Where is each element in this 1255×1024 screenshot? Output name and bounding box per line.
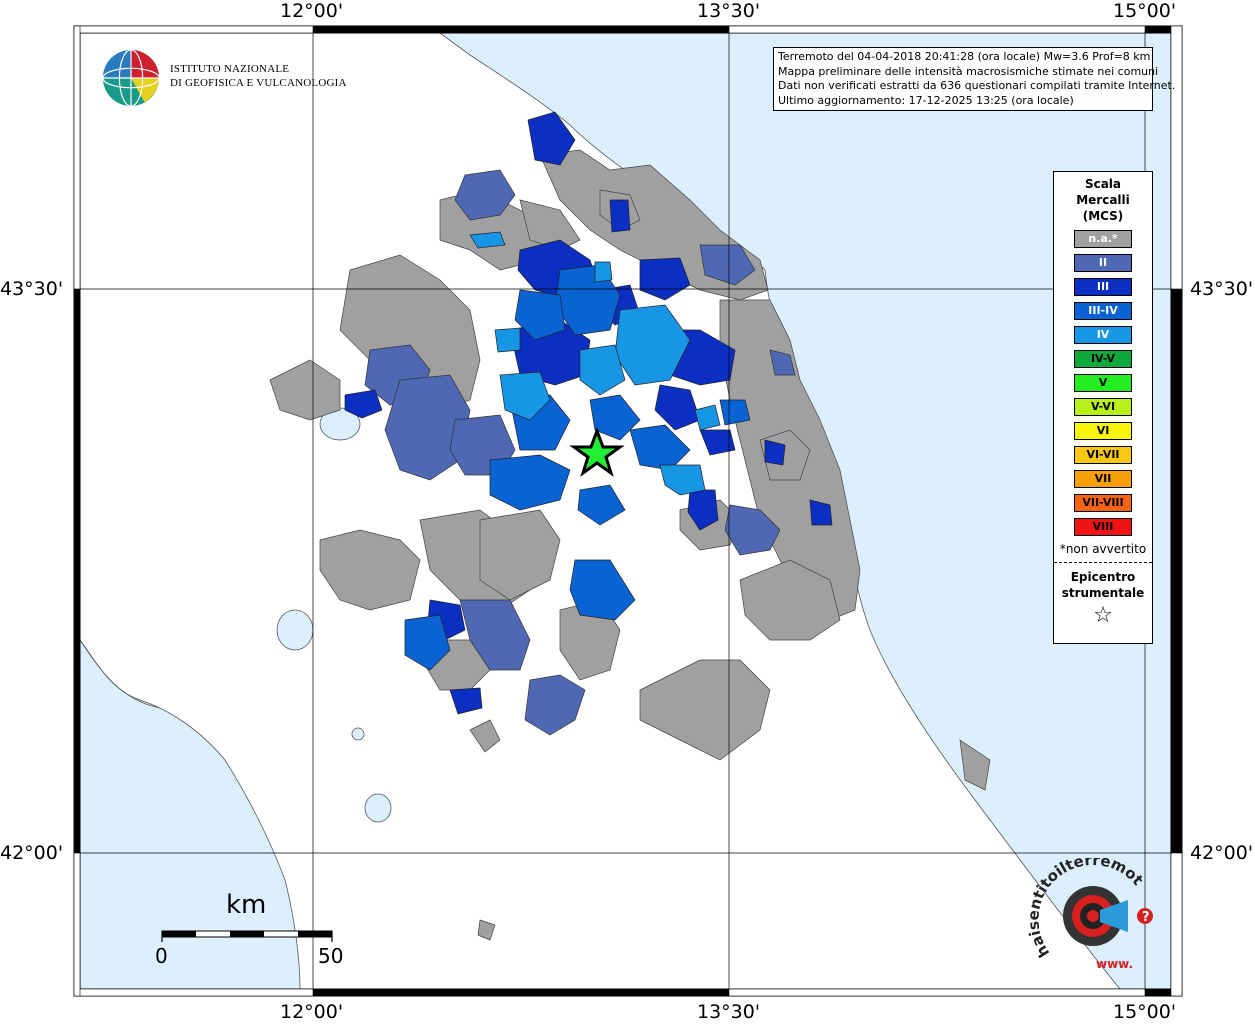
lake-bracciano bbox=[364, 793, 392, 823]
ingv-name-line1: ISTITUTO NAZIONALE bbox=[170, 63, 290, 75]
legend-item-iv: IV bbox=[1074, 326, 1132, 344]
legend-epicenter-label: Epicentro strumentale bbox=[1054, 569, 1152, 601]
legend-item-iii-iv: III-IV bbox=[1074, 302, 1132, 320]
lake-small bbox=[351, 727, 365, 741]
legend-item-v-vi: V-VI bbox=[1074, 398, 1132, 416]
municipalities-II bbox=[364, 169, 796, 736]
legend-title-line2: Mercalli bbox=[1076, 193, 1130, 207]
legend-item-v: V bbox=[1074, 374, 1132, 392]
epicenter-star-icon bbox=[569, 426, 625, 477]
legend-note: *non avvertito bbox=[1059, 542, 1147, 556]
ingv-logo bbox=[102, 49, 160, 107]
lat-label-right-1: 43°30' bbox=[1190, 278, 1254, 300]
legend-item-vi: VI bbox=[1074, 422, 1132, 440]
lon-label-bottom-3: 15°00' bbox=[1113, 1001, 1177, 1023]
legend-item-iv-v: IV-V bbox=[1074, 350, 1132, 368]
lon-label-top-3: 15°00' bbox=[1113, 0, 1177, 22]
legend-epicenter-line2: strumentale bbox=[1061, 586, 1145, 600]
legend-title: Scala Mercalli (MCS) bbox=[1054, 176, 1152, 224]
coastline bbox=[80, 639, 161, 709]
lon-label-bottom-2: 13°30' bbox=[697, 1001, 761, 1023]
lake-bolsena bbox=[276, 609, 314, 651]
legend-item-vi-vii: VI-VII bbox=[1074, 446, 1132, 464]
scale-max: 50 bbox=[318, 944, 344, 968]
legend-items: n.a.* II III III-IV IV IV-V V V-VI VI VI-VII VII VI… bbox=[1054, 230, 1152, 536]
legend-item-ii: II bbox=[1074, 254, 1132, 272]
scale-unit: km bbox=[226, 890, 267, 920]
legend-title-line1: Scala bbox=[1084, 177, 1122, 191]
ingv-name: ISTITUTO NAZIONALE DI GEOFISICA E VULCAN… bbox=[170, 62, 347, 90]
legend-epicenter-line1: Epicentro bbox=[1070, 570, 1136, 584]
haisentito-logo-prefix: www. bbox=[1096, 957, 1133, 971]
legend-item-vii-viii: VII-VIII bbox=[1074, 494, 1132, 512]
event-info-line1: Terremoto del 04-04-2018 20:41:28 (ora l… bbox=[778, 50, 1151, 63]
event-info-line2: Mappa preliminare delle intensità macros… bbox=[778, 64, 1159, 78]
legend-item-viii: VIII bbox=[1074, 518, 1132, 536]
legend-epicenter-star-icon: ☆ bbox=[1093, 603, 1113, 628]
municipalities-IV bbox=[469, 231, 721, 496]
map-frame bbox=[73, 25, 1183, 997]
scale-min: 0 bbox=[155, 944, 168, 968]
event-info-line4: Ultimo aggiornamento: 17-12-2025 13:25 (… bbox=[778, 93, 1074, 107]
lat-label-left-2: 42°00' bbox=[0, 842, 64, 864]
lon-label-top-2: 13°30' bbox=[697, 0, 761, 22]
ingv-name-line2: DI GEOFISICA E VULCANOLOGIA bbox=[170, 77, 347, 89]
lon-label-top-1: 12°00' bbox=[280, 0, 344, 22]
lat-label-right-2: 42°00' bbox=[1190, 842, 1254, 864]
svg-text:?: ? bbox=[1142, 910, 1150, 925]
event-info-box: Terremoto del 04-04-2018 20:41:28 (ora l… bbox=[773, 47, 1176, 111]
event-info-line3: Dati non verificati estratti da 636 ques… bbox=[778, 79, 1176, 92]
haisentito-logo: ? haisentitoilterremoto.it www. bbox=[1028, 858, 1153, 971]
scale-bar bbox=[161, 930, 333, 942]
legend-item-n-a: n.a.* bbox=[1074, 230, 1132, 248]
mcs-legend: Scala Mercalli (MCS) n.a.* II III III-IV IV I… bbox=[1053, 171, 1153, 644]
lon-label-bottom-1: 12°00' bbox=[280, 1001, 344, 1023]
legend-divider bbox=[1054, 562, 1152, 563]
lat-label-left-1: 43°30' bbox=[0, 278, 64, 300]
legend-item-vii: VII bbox=[1074, 470, 1132, 488]
legend-title-line3: (MCS) bbox=[1082, 209, 1124, 223]
graticule bbox=[80, 33, 1171, 989]
legend-item-iii: III bbox=[1074, 278, 1132, 296]
